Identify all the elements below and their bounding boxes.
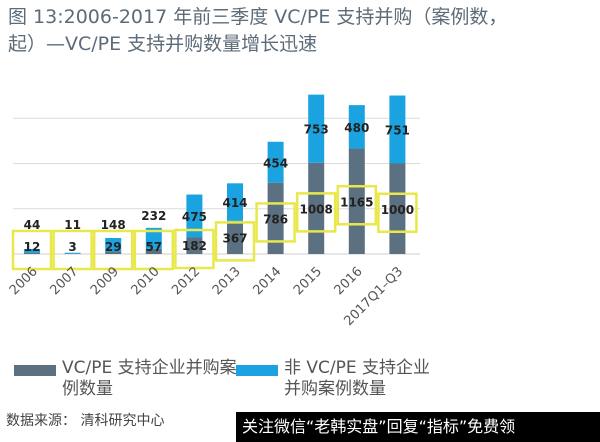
legend-label-vcpe: VC/PE 支持企业并购案例数量 <box>62 358 237 399</box>
data-label-vcpe: 3 <box>68 240 76 254</box>
bar-vcpe <box>348 148 365 254</box>
legend-label-non-vcpe: 非 VC/PE 支持企业并购案例数量 <box>284 358 431 399</box>
data-label-vcpe: 12 <box>24 240 41 254</box>
annotation-box <box>295 192 337 233</box>
bar-vcpe <box>186 237 203 254</box>
chart-title: 图 13:2006-2017 年前三季度 VC/PE 支持并购（案例数，起）—V… <box>8 6 508 55</box>
bar-non-vcpe <box>105 237 122 252</box>
data-label-non-vcpe: 414 <box>222 196 247 210</box>
data-label-non-vcpe: 480 <box>344 121 369 135</box>
x-tick-label: 2015 <box>291 264 325 298</box>
data-label-non-vcpe: 475 <box>182 210 207 224</box>
bar-non-vcpe <box>186 194 203 238</box>
bar-non-vcpe <box>227 183 243 221</box>
bar-non-vcpe <box>389 95 406 164</box>
bar-vcpe <box>267 182 284 254</box>
legend-swatch-non-vcpe <box>236 365 278 376</box>
watermark-banner: 关注微信“老韩实盘”回复“指标”免费领 <box>236 412 600 442</box>
annotation-box <box>377 192 418 233</box>
data-label-vcpe: 29 <box>105 240 122 254</box>
legend-item-non-vcpe: 非 VC/PE 支持企业并购案例数量 <box>236 358 434 400</box>
bar-non-vcpe <box>145 227 162 249</box>
bar-vcpe <box>145 248 162 254</box>
data-label-vcpe: 1008 <box>299 202 332 216</box>
x-tick-label: 2016 <box>332 264 366 298</box>
bar-non-vcpe <box>348 105 365 149</box>
data-label-non-vcpe: 148 <box>101 218 126 232</box>
data-label-non-vcpe: 11 <box>64 218 81 232</box>
annotation-box <box>133 229 175 271</box>
bar-non-vcpe <box>24 248 40 253</box>
data-label-non-vcpe: 753 <box>304 123 329 137</box>
data-label-vcpe: 182 <box>182 239 207 253</box>
data-label-vcpe: 1165 <box>340 195 373 209</box>
annotation-box <box>255 202 296 243</box>
data-label-non-vcpe: 454 <box>263 156 288 170</box>
annotation-box <box>52 229 93 271</box>
annotation-box <box>11 229 53 271</box>
data-label-vcpe: 1000 <box>381 203 414 217</box>
data-label-non-vcpe: 232 <box>141 209 166 223</box>
bar-non-vcpe <box>267 141 284 183</box>
legend-item-vcpe: VC/PE 支持企业并购案例数量 <box>14 358 252 400</box>
bar-non-vcpe <box>64 252 81 254</box>
annotation-box <box>92 229 134 271</box>
x-tick-label: 2013 <box>210 264 244 298</box>
data-label-vcpe: 57 <box>145 240 162 254</box>
data-label-non-vcpe: 44 <box>24 218 41 232</box>
data-label-vcpe: 367 <box>222 231 247 245</box>
x-tick-label: 2014 <box>250 264 284 298</box>
x-tick-label: 2012 <box>169 264 203 298</box>
data-label-vcpe: 786 <box>263 212 288 226</box>
annotation-box <box>174 228 215 270</box>
data-source: 数据来源： 清科研究中心 <box>6 413 165 429</box>
annotation-box <box>336 185 378 226</box>
annotation-box <box>214 221 256 262</box>
bar-vcpe <box>105 251 122 254</box>
data-label-non-vcpe: 751 <box>385 124 410 138</box>
bar-vcpe <box>227 220 243 254</box>
stacked-bar-chart: 1244200631120072914820095723220101824752… <box>7 94 420 329</box>
bar-vcpe <box>24 252 40 254</box>
legend-swatch-vcpe <box>14 365 56 376</box>
bar-non-vcpe <box>308 94 325 163</box>
